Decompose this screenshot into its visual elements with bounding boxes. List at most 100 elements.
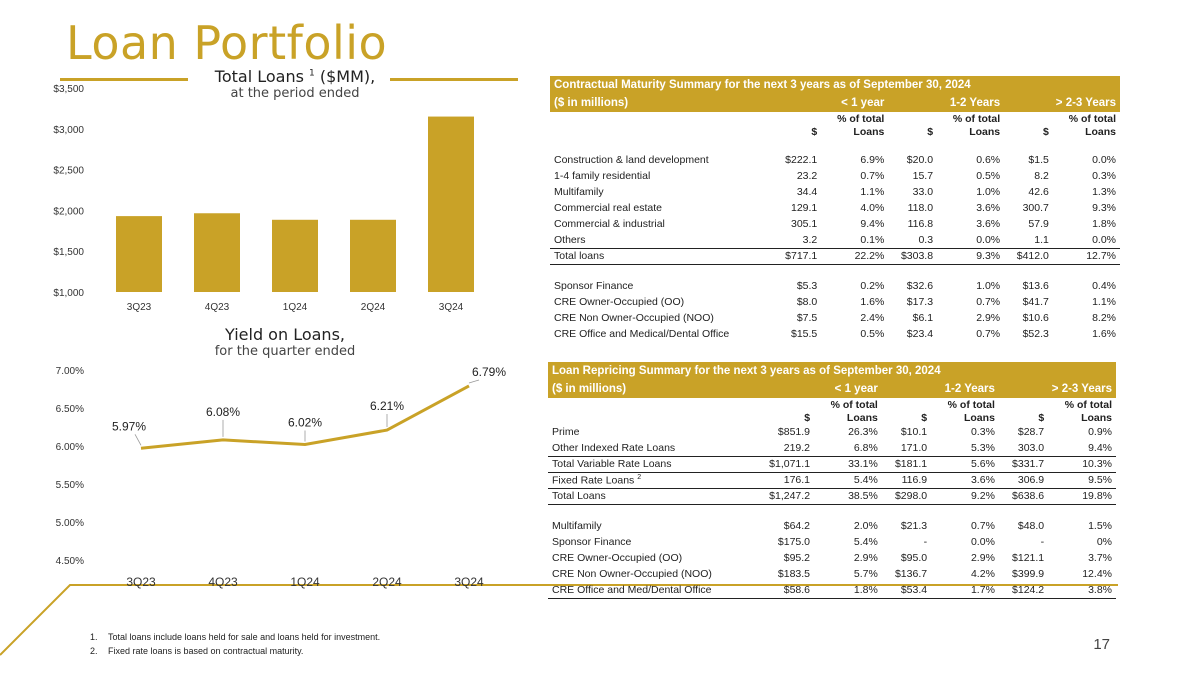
table-row: CRE Non Owner-Occupied (NOO) $183.5 5.7% $1… [548, 566, 1116, 582]
row-label: Sponsor Finance [554, 280, 634, 292]
data-label-4Q23: 6.08% [206, 405, 240, 419]
cell-value: 1.8% [1092, 218, 1116, 230]
cell-value: 0.1% [860, 233, 885, 246]
footnotes: 1. Total loans include loans held for sal… [90, 630, 380, 658]
y-tick-label: $3,000 [53, 125, 84, 136]
cell-value: 15.7 [912, 170, 934, 182]
cell-value: $15.5 [790, 328, 818, 340]
cell-value: 2.9% [970, 552, 995, 564]
footnote-1: 1. Total loans include loans held for sal… [90, 632, 381, 642]
data-label-2Q24: 6.21% [370, 399, 404, 413]
cell-value: $48.0 [1017, 520, 1045, 532]
row-label: Commercial real estate [554, 202, 662, 214]
cell-value: 0.0% [970, 536, 995, 548]
cell-value: $183.5 [777, 568, 811, 580]
x-tick-label: 2Q24 [372, 575, 402, 589]
cell-value: $10.1 [900, 426, 928, 438]
cell-value: 3.6% [976, 202, 1001, 214]
table-row: Fixed Rate Loans 2 176.1 5.4% 116.9 3.6% 306.… [548, 472, 1116, 488]
cell-value: 19.8% [1048, 487, 1116, 505]
cell-value: 0.6% [976, 154, 1001, 166]
col-dollar-label: $ [811, 125, 818, 138]
col-pct-label: % of total [837, 112, 885, 125]
cell-value: 0.3% [970, 426, 995, 438]
y-tick-label: 5.00% [56, 518, 84, 529]
cell-value: 1.0% [976, 186, 1001, 198]
col-loans-label: Loans [969, 125, 1001, 138]
cell-value: 0.0% [1092, 154, 1116, 166]
cell-value: $638.6 [998, 487, 1049, 505]
col-loans-label: Loans [1085, 125, 1116, 138]
row-label: CRE Office and Med/Dental Office [548, 582, 755, 599]
table-row: CRE Owner-Occupied (OO) $8.0 1.6% $17.3 0.7%… [550, 294, 1120, 310]
cell-value: 1.3% [1092, 186, 1116, 198]
cell-value: 22.2% [821, 247, 889, 265]
cell-value: 26.3% [848, 426, 878, 438]
cell-value: 171.0 [900, 441, 928, 454]
cell-value: 0.5% [976, 170, 1001, 182]
cell-value: 57.9 [1028, 218, 1049, 230]
repricing-period-1: < 1 year [834, 383, 878, 395]
repricing-title: Loan Repricing Summary for the next 3 ye… [552, 365, 941, 377]
cell-value: 5.7% [853, 568, 878, 580]
cell-value: $17.3 [906, 296, 934, 308]
cell-value: 129.1 [790, 202, 818, 214]
cell-value: 1.6% [860, 296, 885, 308]
cell-value: $717.1 [772, 247, 822, 265]
maturity-period-3: > 2-3 Years [1055, 97, 1116, 109]
leader-line [468, 379, 480, 384]
title-rule-left [60, 78, 188, 81]
cell-value: 1.1 [1034, 233, 1049, 246]
row-label: Fixed Rate Loans 2 [552, 473, 642, 487]
row-label: 1-4 family residential [554, 170, 651, 182]
cell-value: $10.6 [1022, 312, 1049, 324]
x-tick-label: 1Q24 [283, 302, 308, 313]
cell-value: 1.0% [976, 280, 1001, 292]
col-pct-label: % of total [1064, 398, 1112, 411]
cell-value: 8.2% [1092, 312, 1116, 324]
cell-value: 10.3% [1048, 455, 1116, 473]
cell-value: 6.9% [860, 154, 885, 166]
table-row: CRE Owner-Occupied (OO) $95.2 2.9% $95.0 2.9… [548, 550, 1116, 566]
cell-value: $222.1 [785, 154, 818, 166]
row-label: Sponsor Finance [552, 536, 632, 548]
page-number: 17 [1093, 636, 1110, 653]
col-loans-label: Loans [846, 411, 878, 424]
yield-on-loans-chart: 4.50% 5.00% 5.50% 6.00% 6.50% 7.00% 5.97% 3Q23 6… [56, 365, 507, 589]
cell-value: 0.5% [860, 328, 885, 340]
table-row: 1-4 family residential 23.2 0.7% 15.7 0.5% 8.… [550, 168, 1120, 184]
cell-value: 219.2 [783, 441, 811, 454]
col-dollar-label: $ [1043, 125, 1049, 138]
repricing-title-row: Loan Repricing Summary for the next 3 ye… [548, 362, 1116, 380]
y-tick-label: $2,000 [53, 206, 84, 217]
cell-value: 1.1% [860, 186, 885, 198]
col-loans-label: Loans [853, 125, 885, 138]
cell-value: 176.1 [783, 474, 811, 486]
table-row: Multifamily $64.2 2.0% $21.3 0.7% $48.0 1.5% [548, 518, 1116, 534]
repricing-colhdr-bottom: $ Loans $ Loans $ Loans [548, 411, 1116, 424]
cell-value: 303.0 [1017, 441, 1045, 454]
x-tick-label: 3Q23 [127, 302, 152, 313]
cell-value: 12.4% [1082, 568, 1112, 580]
cell-value: $298.0 [881, 487, 932, 505]
cell-value: 0.0% [976, 233, 1001, 246]
title-rule-right [390, 78, 518, 81]
cell-value: $1,071.1 [754, 455, 815, 473]
cell-value: 5.4% [853, 474, 878, 486]
cell-value: $23.4 [906, 328, 934, 340]
col-pct-label: % of total [1068, 112, 1116, 125]
row-label: Other Indexed Rate Loans [552, 441, 676, 454]
cell-value: $412.0 [1004, 247, 1053, 265]
x-tick-label: 3Q24 [439, 302, 464, 313]
line-chart-title-text: Yield on Loans, [225, 325, 345, 344]
cell-value: $8.0 [796, 296, 818, 308]
cell-value: $303.8 [888, 247, 938, 265]
table-row: Others 3.2 0.1% 0.3 0.0% 1.1 0.0% [550, 232, 1120, 248]
y-tick-label: $1,000 [53, 288, 84, 299]
bar-2Q24 [350, 219, 396, 292]
cell-value: $7.5 [796, 312, 818, 324]
cell-value: $13.6 [1022, 280, 1049, 292]
cell-value: 306.9 [1017, 474, 1045, 486]
cell-value: 0.9% [1088, 426, 1112, 438]
table-row: Commercial real estate 129.1 4.0% 118.0 3.6%… [550, 200, 1120, 216]
